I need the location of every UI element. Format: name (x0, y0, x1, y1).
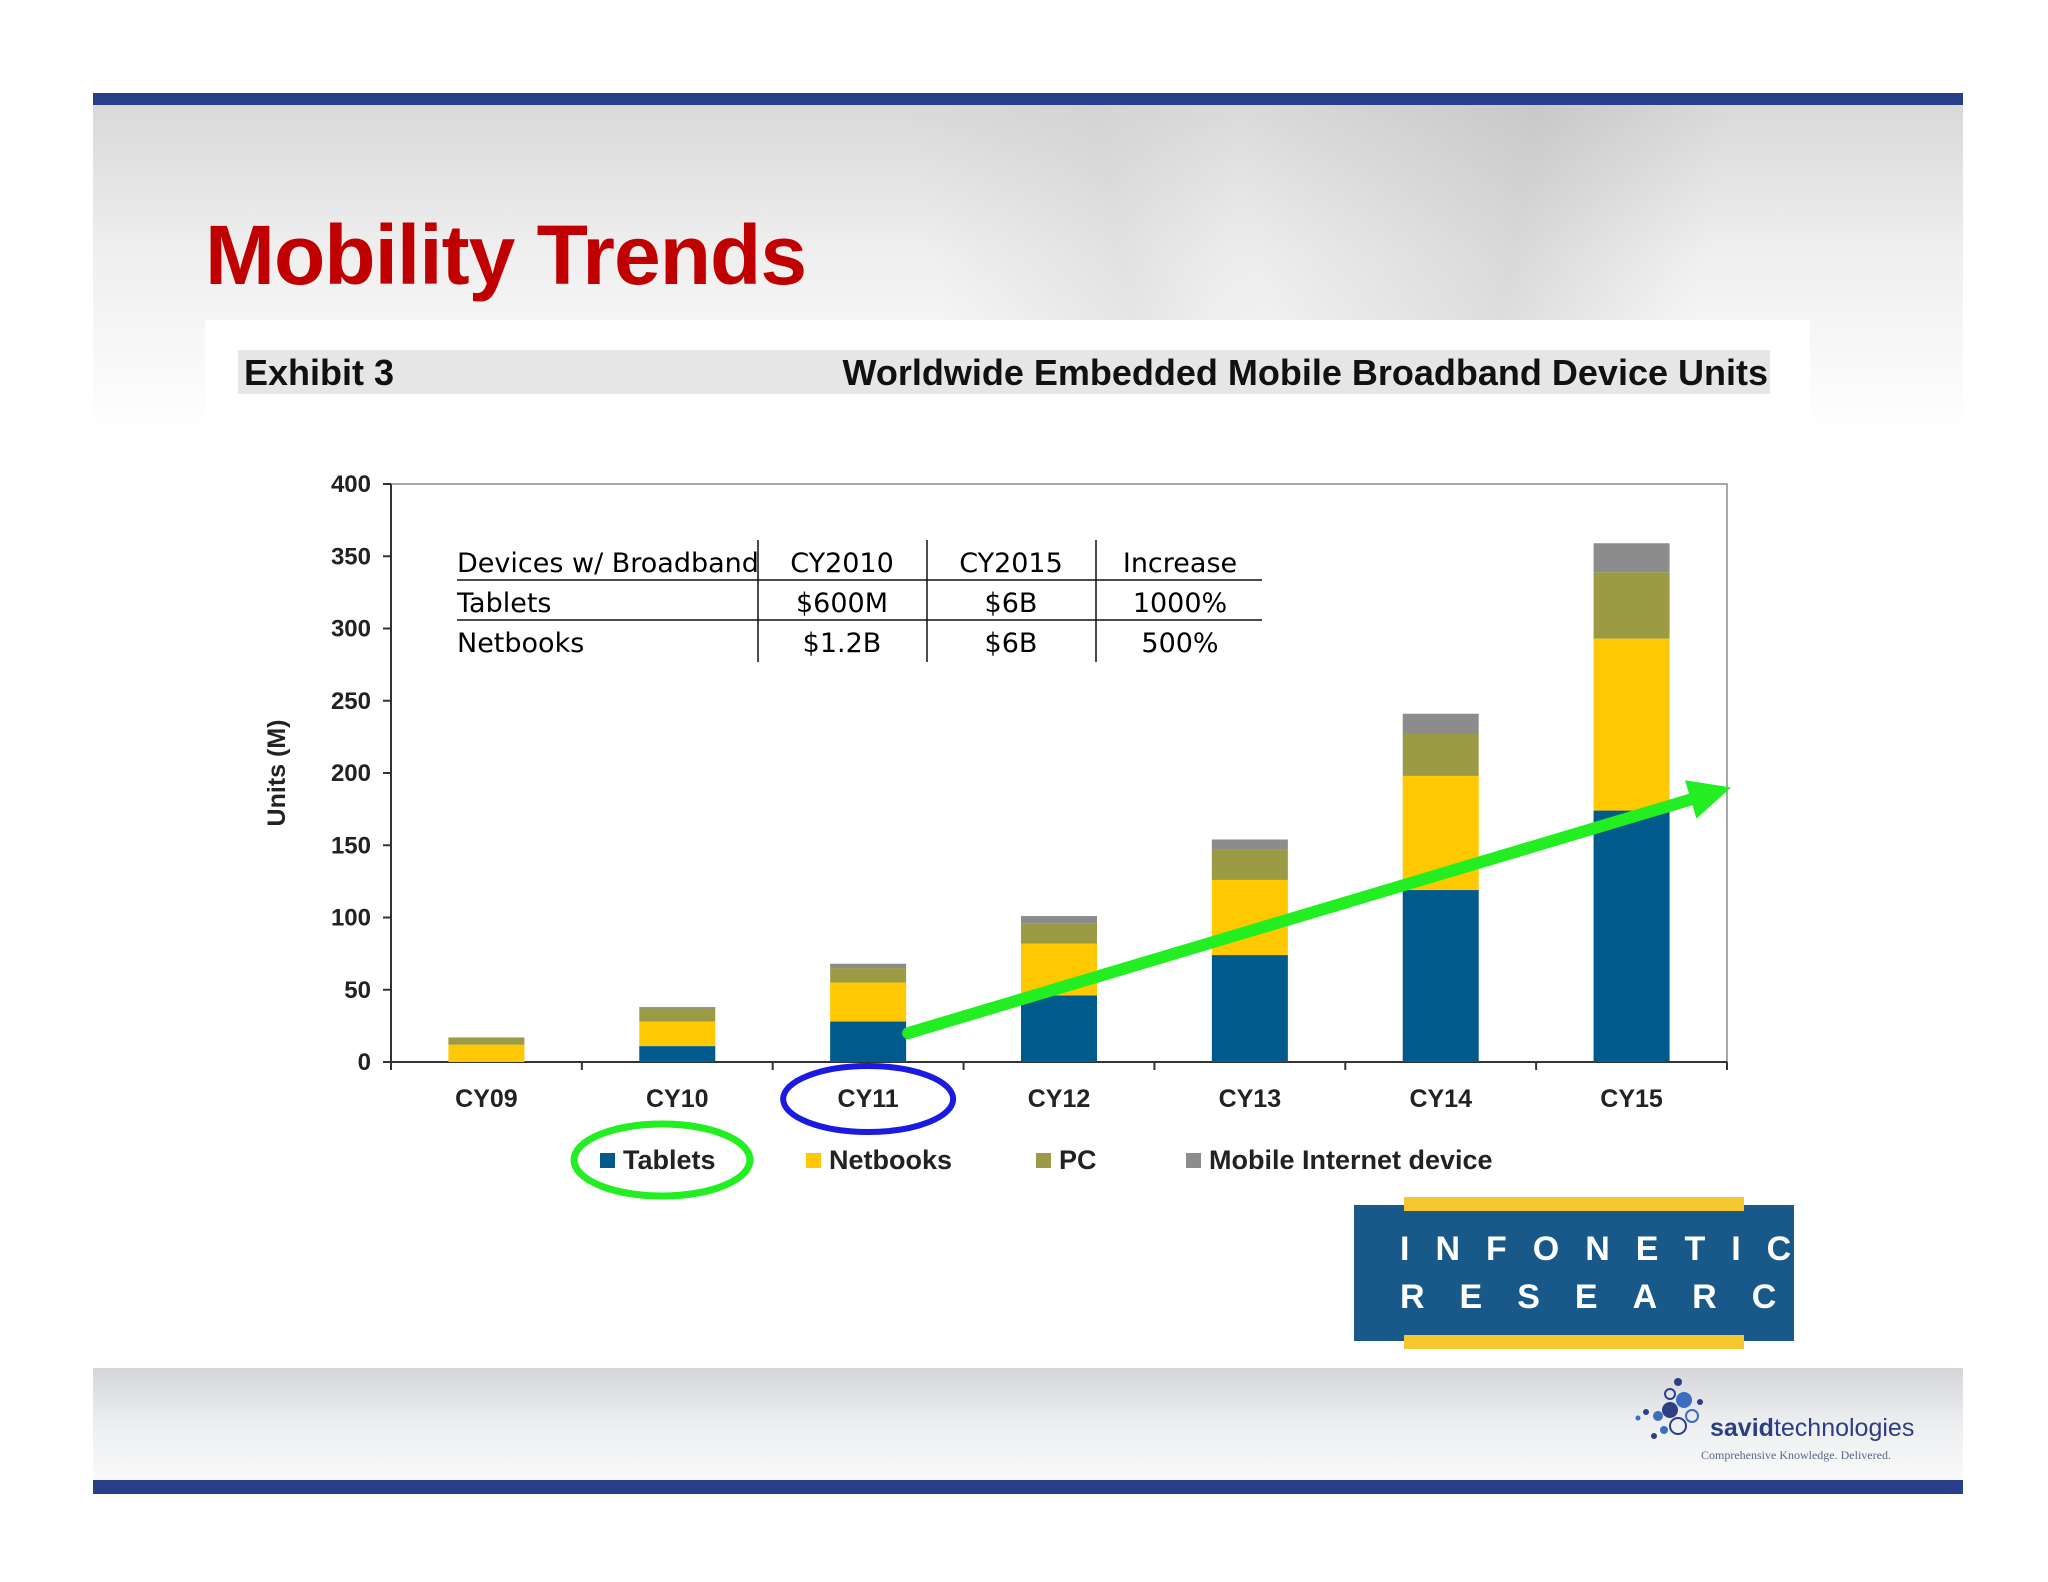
x-tick-label: CY11 (838, 1085, 899, 1113)
bar-cy13-tablets (1211, 955, 1288, 1062)
bar-cy11-tablets (830, 1021, 907, 1062)
y-tick-label: 250 (331, 688, 371, 715)
legend-swatch (806, 1153, 821, 1168)
legend-swatch (600, 1153, 615, 1168)
exhibit-title: Worldwide Embedded Mobile Broadband Devi… (842, 352, 1768, 393)
table-cell: 500% (1141, 628, 1218, 659)
table-header-cell: Devices w/ Broadband (457, 548, 759, 579)
bar-cy14-tablets (1402, 890, 1479, 1062)
bar-cy12-pc (1021, 923, 1097, 944)
table-cell: 1000% (1133, 588, 1227, 619)
exhibit-header-bar (238, 350, 1770, 394)
bottom-bar (93, 1480, 1963, 1494)
bar-cy14-mobile-internet-device (1402, 713, 1479, 734)
page-title: Mobility Trends (205, 208, 807, 302)
y-axis-label: Units (M) (263, 720, 291, 827)
bar-cy10-netbooks (639, 1021, 716, 1047)
x-tick-label: CY15 (1600, 1085, 1663, 1113)
bar-cy10-tablets (639, 1046, 716, 1062)
table-header-cell: CY2015 (959, 548, 1063, 579)
legend-label: Mobile Internet device (1209, 1145, 1493, 1175)
x-tick-label: CY09 (455, 1085, 518, 1113)
savid-hex-icon (1635, 1378, 1703, 1439)
table-header-cell: Increase (1123, 548, 1237, 579)
bar-cy10-mobile-internet-device (639, 1007, 716, 1009)
top-bar (93, 93, 1963, 105)
legend-label: Tablets (623, 1145, 716, 1175)
y-tick-label: 100 (331, 905, 371, 932)
x-tick-label: CY13 (1219, 1085, 1282, 1113)
savid-name: savidtechnologies (1710, 1414, 1915, 1442)
bar-cy15-mobile-internet-device (1593, 543, 1670, 573)
infonetics-line1: INFONETICS (1400, 1230, 1866, 1268)
table-header-cell: CY2010 (790, 548, 894, 579)
y-tick-label: 300 (331, 616, 371, 643)
infonetics-logo: INFONETICS RESEARCH (1354, 1197, 1871, 1349)
table-cell: $6B (985, 588, 1038, 619)
legend-label: PC (1059, 1145, 1097, 1175)
bar-cy09-netbooks (448, 1044, 525, 1062)
x-tick-label: CY10 (646, 1085, 709, 1113)
bar-cy09-pc (448, 1037, 525, 1045)
y-tick-label: 0 (358, 1049, 371, 1076)
y-tick-label: 350 (331, 543, 371, 570)
legend-swatch (1036, 1153, 1051, 1168)
y-tick-label: 150 (331, 832, 371, 859)
exhibit-label: Exhibit 3 (244, 352, 395, 393)
bar-cy11-pc (830, 968, 907, 983)
x-tick-label: CY12 (1028, 1085, 1091, 1113)
legend-swatch (1186, 1153, 1201, 1168)
bar-cy11-netbooks (830, 982, 907, 1022)
trend-arrow-head (1685, 780, 1731, 819)
highlight-ellipse-legend (570, 1120, 754, 1200)
bar-cy13-mobile-internet-device (1211, 839, 1288, 850)
legend-label: Netbooks (829, 1145, 952, 1175)
bar-cy11-mobile-internet-device (830, 963, 907, 969)
savid-logo: savidtechnologies Comprehensive Knowledg… (1630, 1372, 1930, 1464)
highlight-ellipse-category (780, 1063, 957, 1135)
table-cell: $1.2B (803, 628, 882, 659)
bar-cy13-pc (1211, 849, 1288, 880)
table-cell: Tablets (456, 588, 551, 619)
trend-arrow-shaft (902, 793, 1697, 1040)
bar-cy12-tablets (1021, 995, 1097, 1062)
y-tick-label: 400 (331, 471, 371, 498)
bar-cy15-pc (1593, 572, 1670, 639)
infonetics-stripe-bottom (1404, 1335, 1744, 1349)
bar-cy15-netbooks (1593, 638, 1670, 811)
y-tick-label: 200 (331, 760, 371, 787)
footer-background (93, 1368, 1963, 1480)
bar-cy12-mobile-internet-device (1021, 916, 1097, 924)
table-cell: $600M (796, 588, 888, 619)
infonetics-stripe-top (1404, 1197, 1744, 1211)
y-tick-label: 50 (344, 977, 371, 1004)
bar-cy14-pc (1402, 733, 1479, 776)
x-tick-label: CY14 (1409, 1085, 1472, 1113)
bar-cy15-tablets (1593, 810, 1670, 1062)
table-cell: Netbooks (457, 628, 584, 659)
table-cell: $6B (985, 628, 1038, 659)
infonetics-line2: RESEARCH (1400, 1278, 1871, 1316)
savid-tagline: Comprehensive Knowledge. Delivered. (1701, 1448, 1891, 1462)
bar-cy10-pc (639, 1008, 716, 1022)
